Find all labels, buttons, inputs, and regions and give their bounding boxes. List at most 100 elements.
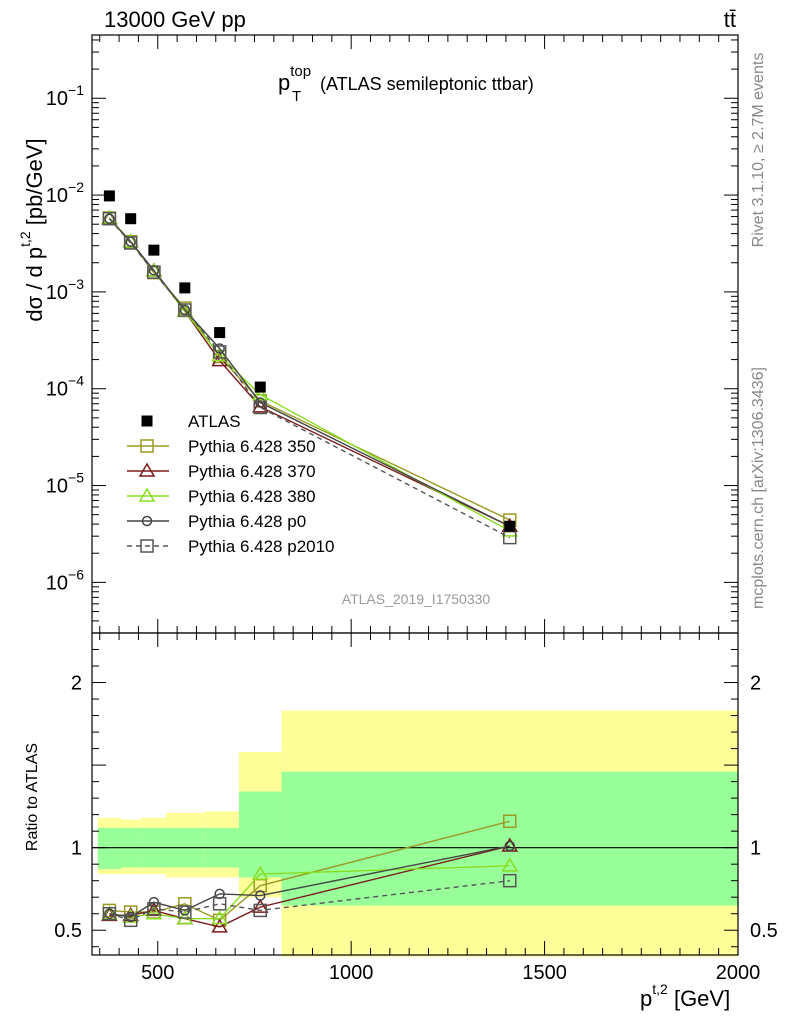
mcplots-label: mcplots.cern.ch [arXiv:1306.3436] (750, 367, 767, 609)
data-point-5 (254, 381, 266, 393)
x-axis-label-sup: t,2 (652, 981, 668, 997)
main-series-4-point-0 (102, 211, 117, 226)
legend-label-0: ATLAS (188, 412, 241, 431)
data-point-0 (103, 190, 115, 202)
main-y-tick-label-0: 10−1 (46, 82, 84, 110)
main-series-3-point-5 (255, 397, 266, 408)
ratio-y-tick-label-left-0: 0.5 (54, 920, 82, 942)
main-series-2-point-5 (251, 386, 269, 401)
legend-marker-0 (141, 415, 153, 427)
ratio-series-4-point-3 (178, 905, 192, 919)
legend-marker-1 (140, 439, 154, 453)
main-title: ptop (278, 63, 311, 95)
data-point-2 (148, 244, 160, 256)
main-y-label: dσ / d pt,2 [pb/GeV] (17, 138, 47, 321)
main-series-3-point-3 (179, 304, 191, 316)
ratio-series-2-point-5 (251, 865, 269, 880)
x-tick-label-1: 1000 (329, 962, 374, 984)
legend-label-4: Pythia 6.428 p0 (188, 512, 306, 531)
main-y-tick-label-base: 10 (46, 572, 68, 594)
main-title-sub: T (292, 88, 301, 105)
main-series-4-point-3 (178, 303, 192, 317)
main-series-3-point-0 (104, 213, 115, 224)
legend-marker-2 (138, 462, 156, 477)
ratio-y-tick-label-right-2: 2 (750, 673, 761, 695)
main-title-suffix: (ATLAS semileptonic ttbar) (320, 74, 534, 94)
legend-marker-3 (138, 487, 156, 502)
ratio-series-4-point-6 (503, 873, 517, 888)
ratio-series-3-point-1 (125, 911, 136, 923)
main-series-4-point-1 (123, 236, 138, 250)
main-y-tick-label-2: 10−3 (46, 276, 84, 304)
ratio-series-4-point-0 (102, 906, 117, 921)
ratio-series-3-point-6 (504, 840, 516, 852)
main-y-label-main: dσ / d p (22, 247, 47, 322)
ratio-series-line-4 (109, 879, 510, 922)
legend-label-2: Pythia 6.428 370 (188, 462, 316, 481)
main-y-tick-label-exp: −1 (68, 82, 84, 98)
main-y-label-unit: [pb/GeV] (22, 138, 47, 225)
ratio-series-2-point-2 (145, 905, 163, 920)
ratio-y-label: Ratio to ATLAS (24, 743, 41, 851)
main-series-2-point-4 (211, 347, 228, 362)
ratio-series-2-point-6 (501, 857, 519, 872)
main-title-sup: top (290, 63, 311, 80)
svg-text:Ratio to ATLAS: Ratio to ATLAS (24, 743, 41, 851)
legend: ATLAS Pythia 6.428 350 Pythia 6.428 370 Pyt… (127, 412, 335, 556)
ratio-series-2-point-4 (211, 910, 228, 925)
x-axis-label-main: p (640, 986, 652, 1011)
process-label: tt̄ (724, 7, 736, 32)
x-axis-label: pt,2 [GeV] (640, 981, 730, 1011)
ratio-series-4-point-1 (123, 913, 138, 928)
analysis-id: ATLAS_2019_I1750330 (342, 591, 491, 607)
main-series-2-point-2 (145, 262, 163, 277)
ratio-series-1-point-4 (211, 918, 228, 933)
legend-label-1: Pythia 6.428 350 (188, 437, 316, 456)
ratio-y-tick-label-left-2: 2 (71, 673, 82, 695)
main-y-tick-label-exp: −3 (68, 276, 84, 292)
ratio-series-0-point-6 (503, 814, 517, 828)
main-y-tick-label-base: 10 (46, 185, 68, 207)
main-y-label-sup: t,2 (17, 231, 33, 247)
main-series-4-point-5 (253, 400, 268, 415)
main-y-tick-label-exp: −2 (68, 179, 84, 195)
ratio-panel: 500 1000 1500 2000 0.5 0.5 1 1 2 2 (54, 632, 778, 984)
ratio-y-tick-label-left-1: 1 (71, 838, 82, 860)
main-y-tick-label-exp: −4 (68, 373, 84, 389)
rivet-label-group: Rivet 3.1.10, ≥ 2.7M events (750, 53, 767, 248)
main-y-tick-label-base: 10 (46, 379, 68, 401)
ratio-frame (91, 632, 739, 956)
main-y-tick-label-1: 10−2 (46, 179, 84, 207)
ratio-series-3-point-0 (104, 908, 115, 919)
main-y-tick-label-4: 10−5 (46, 470, 84, 498)
main-y-tick-label-base: 10 (46, 88, 68, 110)
svg-text:dσ / d pt,2 [pb/GeV]: dσ / d pt,2 [pb/GeV] (17, 138, 47, 321)
main-y-tick-label-base: 10 (46, 282, 68, 304)
ratio-series-0-point-1 (123, 905, 138, 919)
data-point-1 (125, 213, 137, 225)
legend-marker-5 (140, 539, 154, 553)
energy-label: 13000 GeV pp (104, 7, 246, 32)
ratio-series-4-point-2 (147, 902, 161, 916)
data-point-4 (214, 327, 226, 339)
main-y-tick-label-3: 10−4 (46, 373, 84, 401)
main-y-tick-label-exp: −6 (68, 566, 84, 582)
legend-label-5: Pythia 6.428 p2010 (188, 537, 335, 556)
x-tick-label-0: 500 (141, 962, 174, 984)
mcplots-label-group: mcplots.cern.ch [arXiv:1306.3436] (750, 367, 767, 609)
ratio-y-tick-label-right-0: 0.5 (750, 920, 778, 942)
legend-marker-4 (141, 515, 153, 527)
main-series-line-4 (108, 218, 511, 539)
main-series-4-point-2 (147, 265, 161, 279)
x-tick-label-3: 2000 (716, 962, 761, 984)
main-panel: 10−110−210−310−410−510−6 (46, 34, 739, 634)
ratio-series-3-point-5 (255, 890, 266, 901)
main-series-4-point-4 (212, 345, 227, 359)
legend-label-3: Pythia 6.428 380 (188, 487, 316, 506)
x-tick-label-2: 1500 (522, 962, 567, 984)
data-point-6 (504, 520, 516, 532)
ratio-series-4-point-4 (212, 897, 227, 911)
rivet-label: Rivet 3.1.10, ≥ 2.7M events (750, 53, 767, 248)
data-point-3 (179, 282, 191, 294)
